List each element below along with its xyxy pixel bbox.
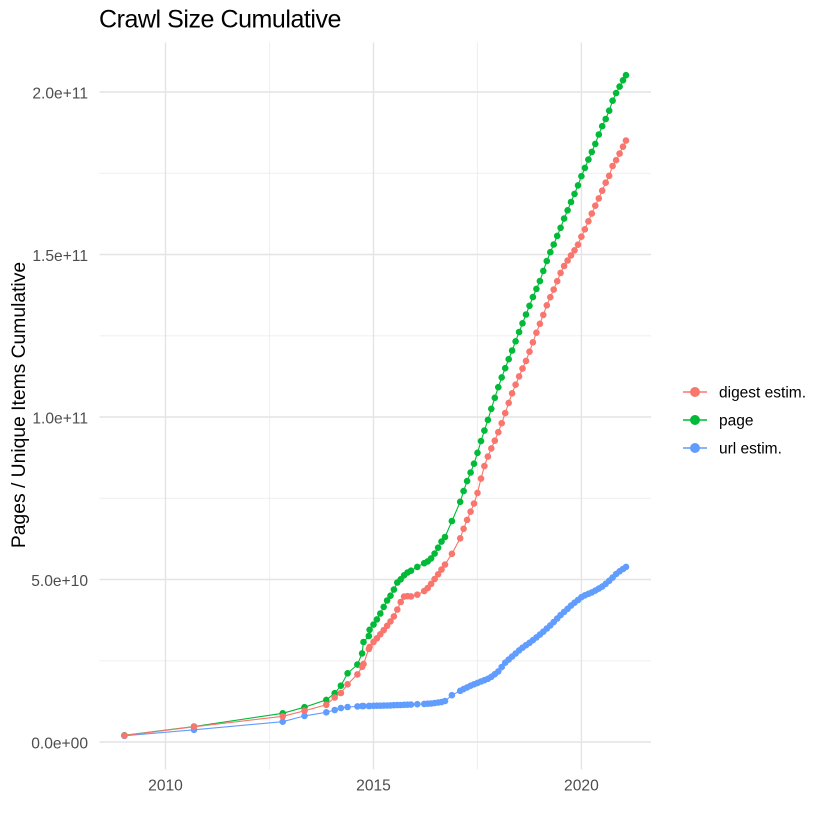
svg-text:2.0e+11: 2.0e+11 xyxy=(32,86,88,103)
svg-text:2015: 2015 xyxy=(356,777,391,794)
svg-text:page: page xyxy=(719,413,753,430)
svg-text:Pages / Unique Items Cumulativ: Pages / Unique Items Cumulative xyxy=(9,262,30,548)
svg-text:1.0e+11: 1.0e+11 xyxy=(32,411,88,428)
svg-text:Crawl Size Cumulative: Crawl Size Cumulative xyxy=(99,5,341,33)
svg-text:0.0e+00: 0.0e+00 xyxy=(31,736,88,753)
svg-text:1.5e+11: 1.5e+11 xyxy=(32,248,88,265)
svg-text:5.0e+10: 5.0e+10 xyxy=(31,573,88,590)
svg-text:digest estim.: digest estim. xyxy=(719,385,806,402)
svg-text:2010: 2010 xyxy=(148,777,183,794)
svg-text:2020: 2020 xyxy=(564,777,599,794)
svg-text:url estim.: url estim. xyxy=(719,441,782,458)
